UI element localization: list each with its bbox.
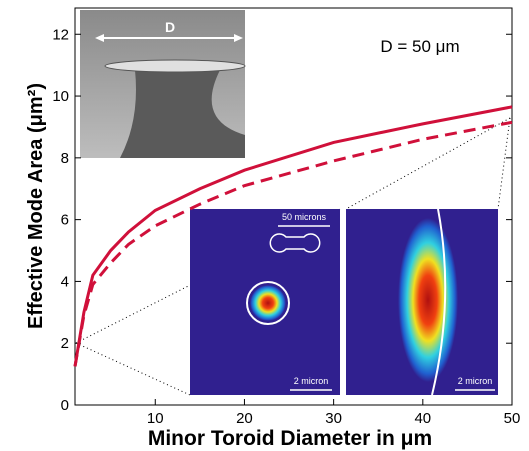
y-tick-label: 2 bbox=[61, 335, 69, 352]
plot-frame bbox=[74, 7, 513, 406]
y-tick-label: 8 bbox=[61, 150, 69, 167]
x-tick-label: 20 bbox=[236, 410, 253, 427]
annotation: D = 50 μm bbox=[380, 37, 459, 56]
line-series bbox=[73, 120, 513, 367]
y-tick-label: 4 bbox=[61, 273, 69, 290]
x-tick-label: 30 bbox=[325, 410, 342, 427]
y-tick-label: 12 bbox=[52, 26, 69, 43]
x-axis-label: Minor Toroid Diameter in μm bbox=[148, 427, 432, 450]
y-tick-label: 6 bbox=[61, 212, 69, 229]
y-axis-label: Effective Mode Area (μm²) bbox=[25, 83, 47, 329]
mode-inset-2: 2 micron bbox=[346, 208, 498, 396]
scale-label: 50 microns bbox=[282, 212, 327, 222]
inset-label: D bbox=[165, 19, 175, 35]
y-tick-label: 10 bbox=[52, 88, 69, 105]
x-tick-label: 50 bbox=[504, 410, 521, 427]
scale-label: 2 micron bbox=[294, 376, 329, 386]
x-tick-label: 10 bbox=[147, 410, 164, 427]
scale-label: 2 micron bbox=[458, 376, 493, 386]
x-tick-label: 40 bbox=[414, 410, 431, 427]
mode-inset-1: 50 microns 2 micron bbox=[190, 209, 340, 395]
line-series bbox=[73, 105, 513, 367]
y-tick-label: 0 bbox=[61, 397, 69, 414]
sem-inset: D d bbox=[80, 10, 269, 158]
inset-label: d bbox=[260, 55, 269, 71]
